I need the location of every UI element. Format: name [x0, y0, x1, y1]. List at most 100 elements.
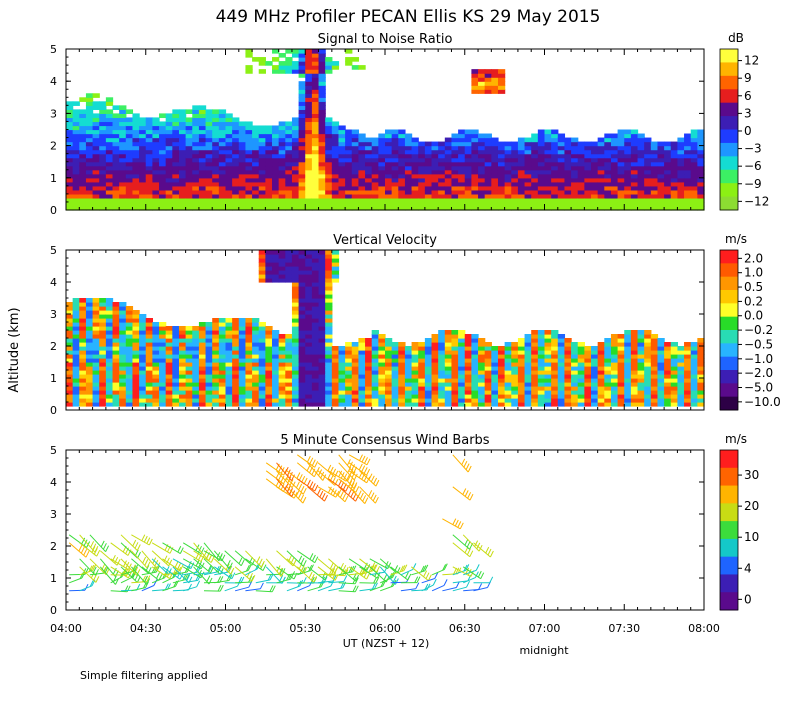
heatmap-cell — [245, 354, 252, 359]
heatmap-cell — [319, 258, 326, 263]
heatmap-cell — [305, 117, 312, 122]
heatmap-cell — [292, 290, 299, 295]
heatmap-cell — [126, 154, 133, 159]
heatmap-cell — [631, 334, 638, 339]
heatmap-cell — [398, 130, 405, 135]
heatmap-cell — [425, 342, 432, 347]
heatmap-cell — [651, 366, 658, 371]
heatmap-cell — [525, 170, 532, 175]
heatmap-cell — [445, 182, 452, 187]
heatmap-cell — [485, 138, 492, 143]
heatmap-cell — [93, 330, 100, 335]
heatmap-cell — [86, 358, 93, 363]
heatmap-cell — [631, 390, 638, 395]
heatmap-cell — [292, 178, 299, 183]
heatmap-cell — [93, 350, 100, 355]
heatmap-cell — [385, 162, 392, 167]
heatmap-cell — [538, 386, 545, 391]
heatmap-cell — [226, 354, 233, 359]
heatmap-cell — [146, 117, 153, 122]
heatmap-cell — [252, 362, 259, 367]
heatmap-cell — [438, 202, 445, 207]
heatmap-cell — [425, 378, 432, 383]
heatmap-cell — [584, 154, 591, 159]
heatmap-cell — [584, 158, 591, 163]
heatmap-cell — [591, 398, 598, 403]
heatmap-cell — [159, 362, 166, 367]
heatmap-cell — [657, 182, 664, 187]
heatmap-cell — [598, 162, 605, 167]
heatmap-cell — [451, 138, 458, 143]
heatmap-cell — [239, 382, 246, 387]
heatmap-cell — [226, 113, 233, 118]
heatmap-cell — [591, 358, 598, 363]
heatmap-cell — [239, 386, 246, 391]
heatmap-cell — [159, 322, 166, 327]
heatmap-cell — [531, 330, 538, 335]
heatmap-cell — [498, 346, 505, 351]
heatmap-cell — [378, 150, 385, 155]
heatmap-cell — [451, 386, 458, 391]
heatmap-cell — [93, 194, 100, 199]
heatmap-cell — [432, 198, 439, 203]
heatmap-cell — [206, 346, 213, 351]
heatmap-cell — [578, 182, 585, 187]
heatmap-cell — [272, 194, 279, 199]
heatmap-cell — [538, 398, 545, 403]
heatmap-cell — [113, 318, 120, 323]
heatmap-cell — [285, 166, 292, 171]
heatmap-cell — [638, 158, 645, 163]
heatmap-cell — [644, 202, 651, 207]
heatmap-cell — [106, 178, 113, 183]
heatmap-cell — [146, 186, 153, 191]
heatmap-cell — [119, 113, 126, 118]
heatmap-cell — [99, 394, 106, 399]
heatmap-cell — [558, 162, 565, 167]
heatmap-cell — [638, 366, 645, 371]
heatmap-cell — [471, 198, 478, 203]
heatmap-cell — [199, 322, 206, 327]
heatmap-cell — [239, 346, 246, 351]
heatmap-cell — [239, 374, 246, 379]
heatmap-cell — [378, 194, 385, 199]
heatmap-cell — [571, 150, 578, 155]
heatmap-cell — [505, 386, 512, 391]
heatmap-cell — [551, 398, 558, 403]
heatmap-cell — [172, 186, 179, 191]
heatmap-cell — [179, 402, 186, 407]
heatmap-cell — [398, 166, 405, 171]
heatmap-cell — [73, 186, 80, 191]
heatmap-cell — [192, 170, 199, 175]
heatmap-cell — [132, 117, 139, 122]
heatmap-cell — [132, 366, 139, 371]
heatmap-cell — [259, 330, 266, 335]
heatmap-cell — [378, 178, 385, 183]
heatmap-cell — [505, 146, 512, 151]
heatmap-cell — [93, 302, 100, 307]
heatmap-cell — [212, 125, 219, 130]
heatmap-cell — [425, 182, 432, 187]
heatmap-cell — [491, 398, 498, 403]
heatmap-cell — [564, 362, 571, 367]
heatmap-cell — [186, 190, 193, 195]
heatmap-cell — [299, 138, 306, 143]
heatmap-cell — [285, 346, 292, 351]
heatmap-cell — [684, 198, 691, 203]
heatmap-cell — [485, 150, 492, 155]
heatmap-cell — [152, 130, 159, 135]
heatmap-cell — [651, 342, 658, 347]
heatmap-cell — [99, 101, 106, 106]
heatmap-cell — [239, 398, 246, 403]
heatmap-cell — [385, 130, 392, 135]
heatmap-cell — [618, 186, 625, 191]
heatmap-cell — [272, 258, 279, 263]
heatmap-cell — [571, 142, 578, 147]
heatmap-cell — [671, 198, 678, 203]
heatmap-cell — [677, 402, 684, 407]
heatmap-cell — [485, 378, 492, 383]
heatmap-cell — [598, 346, 605, 351]
heatmap-cell — [684, 386, 691, 391]
heatmap-cell — [691, 342, 698, 347]
heatmap-cell — [365, 194, 372, 199]
heatmap-cell — [651, 398, 658, 403]
